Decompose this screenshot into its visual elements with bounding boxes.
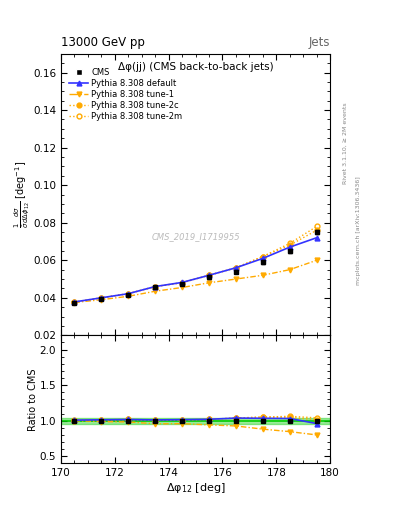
Text: CMS_2019_I1719955: CMS_2019_I1719955 [151,232,240,241]
Text: Rivet 3.1.10, ≥ 2M events: Rivet 3.1.10, ≥ 2M events [343,102,348,184]
Y-axis label: $\frac{1}{\bar{\sigma}}\frac{d\sigma}{d\Delta\phi_{12}}$ [deg$^{-1}$]: $\frac{1}{\bar{\sigma}}\frac{d\sigma}{d\… [12,161,31,228]
Text: Jets: Jets [309,36,330,49]
Text: mcplots.cern.ch [arXiv:1306.3436]: mcplots.cern.ch [arXiv:1306.3436] [356,176,361,285]
Text: Δφ(jj) (CMS back-to-back jets): Δφ(jj) (CMS back-to-back jets) [118,62,273,72]
Text: 13000 GeV pp: 13000 GeV pp [61,36,145,49]
Bar [61,418,330,423]
X-axis label: Δφ$_{12}$ [deg]: Δφ$_{12}$ [deg] [166,481,225,495]
Legend: CMS, Pythia 8.308 default, Pythia 8.308 tune-1, Pythia 8.308 tune-2c, Pythia 8.3: CMS, Pythia 8.308 default, Pythia 8.308 … [68,67,184,123]
Y-axis label: Ratio to CMS: Ratio to CMS [28,368,38,431]
